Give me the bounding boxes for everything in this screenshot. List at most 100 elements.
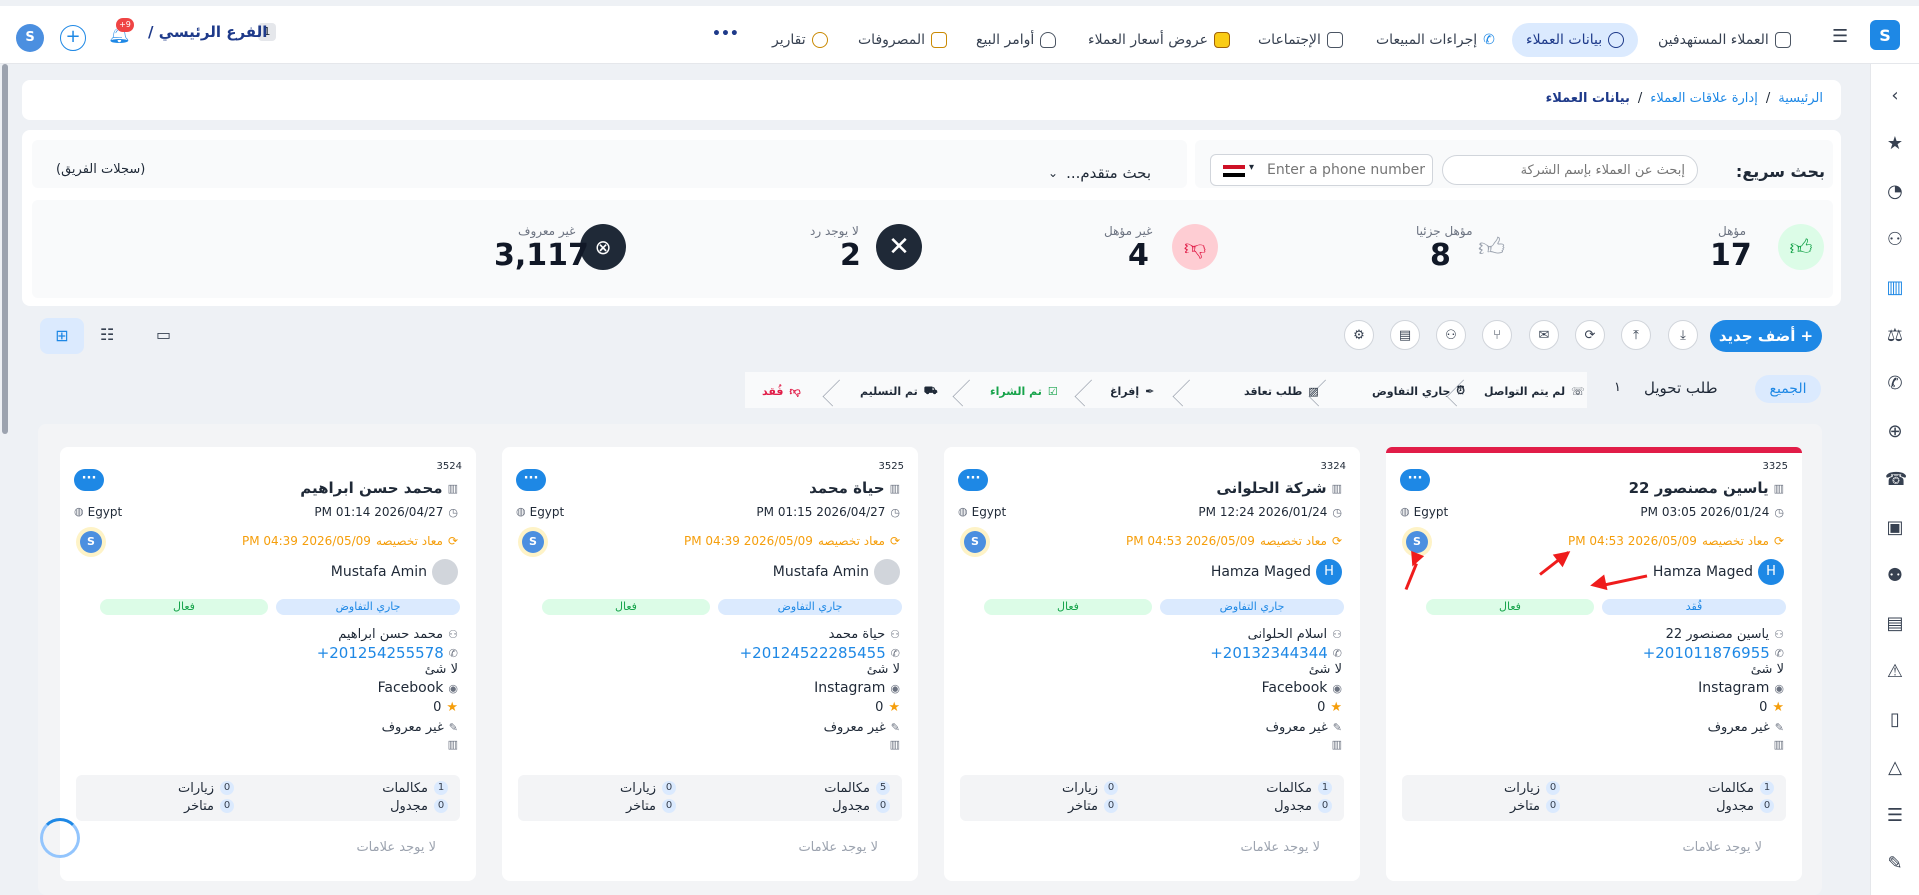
reassigned-label: معاد تخصيصه: [1701, 534, 1769, 548]
list-view-icon[interactable]: ☷: [100, 325, 115, 344]
user-settings-icon[interactable]: ⚙: [1344, 320, 1374, 350]
card-icon[interactable]: ▤: [1390, 320, 1420, 350]
company-search-input[interactable]: [1442, 155, 1698, 185]
reassigned-date: 2026/05/09 PM 04:53: [1125, 534, 1255, 548]
card-more-button[interactable]: ···: [1400, 469, 1430, 491]
customer-id: 3524: [436, 461, 462, 472]
contact-icon: [1608, 32, 1625, 48]
triangle-icon[interactable]: △: [1888, 757, 1902, 778]
stage-delivered[interactable]: ⛟ تم التسليم: [860, 383, 938, 398]
device-icon[interactable]: ▯: [1890, 709, 1900, 730]
pen-icon[interactable]: ✎: [1887, 853, 1903, 874]
dashboard-icon[interactable]: ◔: [1887, 181, 1903, 202]
egypt-flag-icon[interactable]: [1223, 165, 1245, 177]
customer-name[interactable]: حياة محمد: [809, 479, 885, 497]
upload-icon[interactable]: ⤒: [1621, 320, 1651, 350]
category: غير معروف: [381, 720, 444, 735]
branch-selector[interactable]: الفرع الرئيسي /: [148, 23, 268, 41]
clock-icon: ◷: [1332, 505, 1342, 519]
owner-name: Mustafa Amin: [330, 564, 427, 580]
star-icon: ★: [888, 700, 900, 715]
nav-sales-actions[interactable]: ✆ إجراءات المبيعات: [1376, 32, 1495, 48]
team-icon[interactable]: ⚉: [1886, 565, 1904, 586]
customer-card[interactable]: 3324 ▥ شركة الحلوانى ··· ◷ PM 12:24 2026/0…: [944, 447, 1360, 881]
contract-icon: ▨: [1308, 384, 1319, 398]
building-icon: ▥: [1331, 481, 1342, 495]
phone-number[interactable]: +201254255578: [316, 644, 444, 662]
mail-icon[interactable]: ✉: [1529, 320, 1559, 350]
team-records-label[interactable]: (سجلات الفريق): [56, 162, 146, 177]
breadcrumb-crm[interactable]: إدارة علاقات العملاء: [1650, 91, 1758, 106]
chevron-left-icon[interactable]: ‹: [1891, 85, 1899, 106]
users-icon[interactable]: ⚇: [1886, 229, 1904, 250]
stage-handover[interactable]: ✒ إفراغ: [1110, 384, 1155, 398]
nav-expenses[interactable]: المصروفات: [858, 23, 948, 57]
customer-name[interactable]: شركة الحلوانى: [1216, 479, 1327, 497]
phone-call-icon[interactable]: ✆: [1887, 373, 1903, 394]
card-more-button[interactable]: ···: [958, 469, 988, 491]
user-lock-icon[interactable]: ⚇: [1436, 320, 1466, 350]
nav-quotes[interactable]: عروض أسعار العملاء: [1088, 23, 1231, 57]
building-icon[interactable]: ▥: [1886, 277, 1904, 298]
star-icon[interactable]: ★: [1886, 133, 1904, 154]
target-icon[interactable]: ⊕: [1887, 421, 1903, 442]
phone-number[interactable]: +201011876955: [1642, 644, 1770, 662]
branch-icon[interactable]: ⑂: [1482, 320, 1512, 350]
add-icon[interactable]: +: [60, 25, 86, 51]
customer-name[interactable]: محمد حسن ابراهيم: [300, 479, 443, 497]
download-icon[interactable]: ⤓: [1668, 320, 1698, 350]
stage-transfer-request[interactable]: طلب تحويل: [1644, 379, 1718, 397]
customer-name[interactable]: ياسين مصنصور 22: [1628, 479, 1769, 497]
user-avatar[interactable]: S: [16, 24, 44, 52]
page-scrollbar[interactable]: [2, 64, 8, 434]
customer-id: 3325: [1762, 461, 1788, 472]
company-logo: S: [960, 527, 990, 557]
customer-card[interactable]: 3525 ▥ حياة محمد ··· ◷ PM 01:15 2026/04/27…: [502, 447, 918, 881]
refresh-icon[interactable]: ⟳: [1575, 320, 1605, 350]
nav-meetings[interactable]: الإجتماعات: [1258, 23, 1343, 57]
scheduled-count: 0: [434, 799, 448, 813]
advanced-search-toggle[interactable]: بحث متقدم... ⌄: [1048, 164, 1152, 182]
stage-purchased[interactable]: ☑ تم الشراء: [990, 384, 1058, 398]
app-logo[interactable]: S: [1870, 20, 1900, 50]
breadcrumb-home[interactable]: الرئيسية: [1778, 91, 1823, 106]
nav-targeted-customers[interactable]: العملاء المستهدفين: [1658, 23, 1791, 57]
scale-icon[interactable]: ⚖: [1886, 325, 1904, 346]
breadcrumb-separator: /: [1765, 91, 1771, 106]
nav-sales-orders[interactable]: أوامر البيع: [976, 23, 1057, 57]
add-new-button[interactable]: + أضف جديد: [1710, 320, 1822, 352]
warning-icon[interactable]: ⚠: [1886, 661, 1904, 682]
invoice-icon[interactable]: ☰: [1886, 805, 1904, 826]
stage-lost[interactable]: 👎︎ فُقد: [762, 384, 801, 398]
menu-icon[interactable]: ☰: [1832, 26, 1849, 47]
nav-customer-data[interactable]: بيانات العملاء: [1512, 23, 1639, 57]
presentation-icon: [1326, 32, 1343, 48]
card-more-button[interactable]: ···: [74, 469, 104, 491]
nav-reports[interactable]: تقارير: [772, 23, 828, 57]
phone-number[interactable]: +20124522285455: [739, 644, 886, 662]
id-card-icon[interactable]: ▤: [1886, 613, 1904, 634]
late-label: متاخر: [1067, 799, 1098, 814]
customer-card[interactable]: 3524 ▥ محمد حسن ابراهيم ··· ◷ PM 01:14 202…: [60, 447, 476, 881]
customer-card[interactable]: 3325 ▥ ياسين مصنصور 22 ··· ◷ PM 03:05 2026…: [1386, 447, 1802, 881]
stat-value-no-answer: 2: [840, 238, 861, 273]
stage-all[interactable]: الجميع: [1755, 375, 1821, 403]
lead-source: Instagram: [1698, 680, 1770, 696]
state-badge: فعال: [100, 599, 268, 615]
building-icon: ▥: [1331, 738, 1342, 751]
refresh-icon: ⟳: [1331, 534, 1342, 548]
phone-search-input[interactable]: [1267, 159, 1427, 181]
category: غير معروف: [1265, 720, 1328, 735]
card-view-icon[interactable]: ▭: [156, 325, 172, 344]
phone-number[interactable]: +20132344344: [1210, 644, 1328, 662]
stage-not-contacted[interactable]: ☏ لم يتم التواصل: [1484, 384, 1585, 398]
telephone-icon[interactable]: ☎: [1885, 469, 1908, 490]
more-menu-icon[interactable]: •••: [712, 26, 739, 42]
chevron-down-icon[interactable]: ▾: [1249, 162, 1255, 173]
globe-icon: ◍: [958, 505, 968, 518]
grid-view-icon[interactable]: ⊞: [40, 318, 84, 354]
card-more-button[interactable]: ···: [516, 469, 546, 491]
stage-contract-request[interactable]: ▨ طلب تعاقد: [1244, 384, 1319, 398]
stage-negotiating[interactable]: ⏰︎ جاري التفاوض: [1372, 384, 1465, 398]
wallet-icon[interactable]: ▣: [1886, 517, 1904, 538]
